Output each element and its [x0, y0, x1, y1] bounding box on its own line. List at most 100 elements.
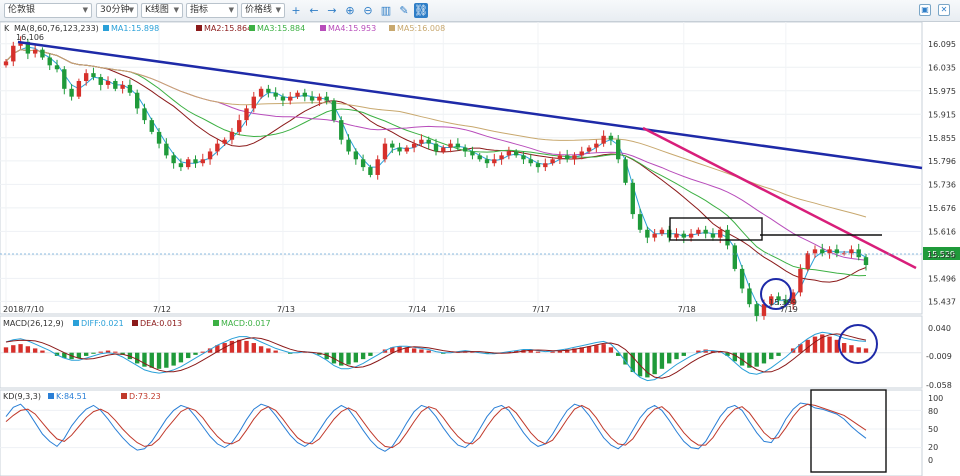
- chart-type-select[interactable]: K线图 ▼: [141, 3, 183, 18]
- candle-body: [616, 139, 621, 160]
- candle-body: [754, 304, 759, 316]
- candle-body: [776, 296, 781, 301]
- candle-body: [477, 155, 482, 160]
- candle-body: [207, 151, 213, 160]
- macd-circle-annotation[interactable]: [838, 324, 878, 364]
- candle-body: [790, 292, 796, 305]
- candle-body: [397, 147, 402, 152]
- kd-panel: [0, 389, 923, 476]
- candle-body: [411, 143, 417, 148]
- chart-canvas[interactable]: 15.529 K MA(8,60,76,123,233) MA1:15.898 …: [0, 22, 960, 476]
- kd-box-annotation[interactable]: [810, 389, 887, 473]
- bar-chart-icon[interactable]: ▥: [380, 4, 392, 17]
- price-axis-label: 16.095: [928, 40, 956, 49]
- candle-body: [688, 233, 694, 238]
- candle-body: [11, 45, 16, 62]
- candle-body: [164, 143, 169, 156]
- candle-body: [193, 159, 198, 164]
- price-axis-label: 15.437: [928, 297, 956, 306]
- candle-body: [62, 69, 67, 89]
- candle-body: [127, 84, 133, 93]
- candle-body: [404, 147, 410, 152]
- candle-body: [317, 96, 322, 101]
- date-axis-label: 7/19: [780, 305, 798, 314]
- candle-body: [565, 155, 570, 160]
- candle-body: [674, 233, 679, 238]
- candle-body: [506, 151, 512, 156]
- arrow-left-icon[interactable]: ←: [309, 4, 319, 17]
- date-axis-label: 2018/7/10: [3, 305, 44, 314]
- date-axis: 2018/7/10 7/12 7/13 7/14 7/16 7/17 7/18 7/19: [3, 305, 798, 314]
- candle-body: [324, 96, 329, 101]
- candle-body: [798, 268, 803, 293]
- candle-body: [827, 249, 832, 254]
- price-line-select[interactable]: 价格线 ▼: [241, 3, 285, 18]
- main-panel: [0, 22, 923, 315]
- legend-ma1-swatch: [103, 25, 109, 31]
- chevron-down-icon: ▼: [173, 6, 179, 14]
- candle-body: [849, 249, 854, 254]
- pencil-icon[interactable]: ✎: [399, 4, 409, 17]
- candle-body: [513, 151, 519, 156]
- symbol-select-label: 伦敦银: [8, 5, 36, 15]
- restore-icon[interactable]: ▣: [919, 4, 931, 16]
- price-axis: 16.095 16.035 15.975 15.915 15.855 15.796 15.7…: [928, 40, 956, 307]
- candle-body: [258, 88, 264, 97]
- close-icon[interactable]: ✕: [938, 4, 950, 16]
- candle-body: [149, 120, 154, 132]
- candle-body: [820, 249, 825, 254]
- indicator-select-label: 指标: [190, 5, 209, 15]
- zoom-out-icon[interactable]: ⊖: [363, 4, 373, 17]
- zoom-in-icon[interactable]: ⊕: [345, 4, 355, 17]
- legend-ma4-swatch: [320, 25, 326, 31]
- kd-series: [0, 402, 922, 452]
- candle-body: [295, 92, 300, 97]
- candle-body: [91, 73, 96, 78]
- arrow-right-icon[interactable]: →: [327, 4, 337, 17]
- candle-body: [390, 143, 395, 148]
- candle-body: [637, 214, 643, 230]
- candle-body: [360, 159, 366, 168]
- price-line-select-label: 价格线: [245, 5, 273, 15]
- macd-dea-swatch: [132, 320, 138, 326]
- chart-type-select-label: K线图: [145, 5, 169, 15]
- candle-body: [630, 182, 635, 215]
- period-select[interactable]: 30分钟 ▼: [96, 3, 138, 18]
- candle-body: [681, 233, 686, 238]
- current-price-tag: [923, 247, 960, 260]
- candle-body: [492, 159, 497, 164]
- crosshair-icon[interactable]: +: [291, 4, 301, 17]
- high-label: 16.106: [16, 33, 44, 42]
- consolidation-box[interactable]: [669, 217, 763, 241]
- candle-body: [455, 143, 461, 148]
- legend-ma4: MA4:15.953: [328, 24, 376, 33]
- low-circle-annotation[interactable]: [760, 278, 792, 310]
- kd-d-swatch: [121, 393, 127, 399]
- chevron-down-icon: ▼: [128, 6, 134, 14]
- trend-line-pink[interactable]: [642, 126, 917, 270]
- link-icon[interactable]: ⛓: [414, 3, 428, 18]
- candle-body: [739, 268, 745, 289]
- candle-body: [645, 229, 650, 238]
- trend-line-blue[interactable]: [17, 40, 923, 170]
- candle-body: [105, 80, 111, 85]
- low-label: 15.399: [769, 298, 797, 307]
- candle-body: [703, 229, 708, 234]
- macd-macd-swatch: [213, 320, 219, 326]
- symbol-select[interactable]: 伦敦银 ▼: [4, 3, 92, 18]
- candle-body: [710, 233, 716, 238]
- candle-body: [586, 147, 592, 152]
- price-axis-label: 15.496: [928, 274, 956, 283]
- candle-body: [543, 163, 548, 168]
- macd-axis-top: 0.040: [928, 324, 951, 333]
- candle-body: [550, 159, 555, 164]
- candle-body: [747, 288, 752, 305]
- legend-ma-params: MA(8,60,76,123,233): [14, 24, 99, 33]
- indicator-select[interactable]: 指标 ▼: [186, 3, 238, 18]
- candlesticks: [3, 36, 869, 322]
- kd-d-value: D:73.23: [129, 392, 161, 401]
- candle-body: [557, 155, 563, 160]
- kd-axis-50: 50: [928, 425, 938, 434]
- candle-body: [696, 229, 701, 234]
- candle-body: [353, 151, 359, 160]
